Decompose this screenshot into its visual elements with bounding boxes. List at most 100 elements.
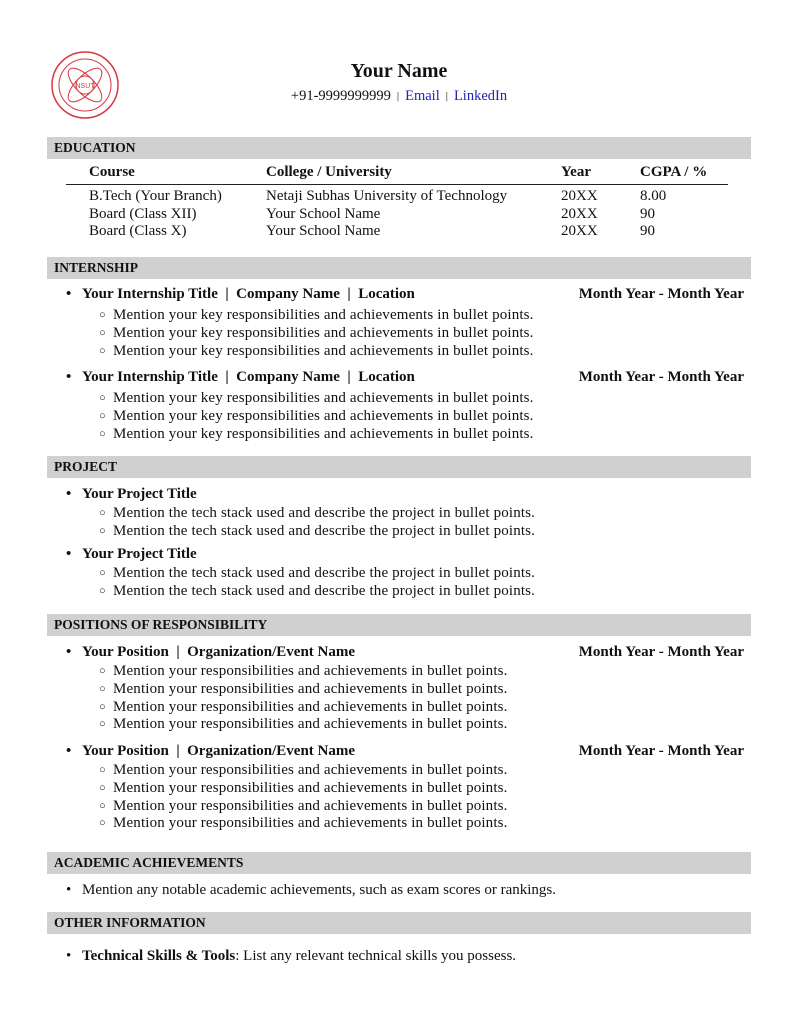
bullet-icon: • bbox=[66, 743, 72, 759]
entry-date: Month Year - Month Year bbox=[578, 286, 744, 302]
university-logo: NSUT bbox=[51, 51, 119, 119]
table-cell: 90 bbox=[640, 205, 655, 222]
circle-bullet-icon: ○ bbox=[99, 700, 106, 713]
entry-heading: • Your Position | Organization/Event Name… bbox=[0, 643, 794, 661]
table-row: B.Tech (Your Branch) Netaji Subhas Univer… bbox=[66, 188, 728, 206]
circle-bullet-icon: ○ bbox=[99, 584, 106, 597]
bullet-icon: • bbox=[66, 948, 72, 964]
bullet-text: Mention the tech stack used and describe… bbox=[113, 565, 536, 581]
list-item: ○ Mention your responsibilities and achie… bbox=[0, 798, 794, 816]
email-link[interactable]: Email bbox=[405, 88, 440, 104]
circle-bullet-icon: ○ bbox=[99, 507, 106, 519]
list-item: ○ Mention your key responsibilities and a… bbox=[0, 325, 794, 343]
column-header: Course bbox=[89, 164, 135, 180]
bullet-text: Mention the tech stack used and describe… bbox=[113, 582, 536, 599]
entry-heading: • Your Project Title bbox=[0, 545, 794, 563]
list-item: ○ Mention your responsibilities and achie… bbox=[0, 716, 794, 734]
entry: • Your Internship Title | Company Name | … bbox=[0, 285, 794, 360]
linkedin-link[interactable]: LinkedIn bbox=[453, 88, 508, 104]
separator: | bbox=[445, 90, 448, 102]
circle-bullet-icon: ○ bbox=[99, 392, 106, 404]
list-item: ○ Mention your responsibilities and achie… bbox=[0, 663, 794, 681]
table-cell: 90 bbox=[640, 223, 655, 240]
bullet-text: Mention your responsibilities and achiev… bbox=[113, 762, 508, 778]
list-item: ○ Mention your key responsibilities and a… bbox=[0, 426, 794, 444]
section-header-project: PROJECT bbox=[47, 456, 751, 478]
entry-title: Your Project Title bbox=[82, 486, 197, 502]
table-cell: Netaji Subhas University of Technology bbox=[266, 188, 508, 204]
entry: • Your Position | Organization/Event Name… bbox=[0, 643, 794, 734]
section-header-education: EDUCATION bbox=[47, 137, 751, 159]
circle-bullet-icon: ○ bbox=[99, 718, 106, 731]
svg-text:NSUT: NSUT bbox=[75, 83, 95, 90]
table-cell: Your School Name bbox=[266, 205, 381, 222]
list-item: ○ Mention your responsibilities and achie… bbox=[0, 815, 794, 833]
column-header: CGPA / % bbox=[640, 164, 708, 180]
list-item: ○ Mention the tech stack used and describ… bbox=[0, 565, 794, 583]
entry-title: Your Position | Organization/Event Name bbox=[82, 743, 356, 759]
circle-bullet-icon: ○ bbox=[99, 781, 106, 794]
list-item: ○ Mention your key responsibilities and a… bbox=[0, 343, 794, 361]
column-header: Year bbox=[561, 164, 591, 180]
section-header-academic: ACADEMIC ACHIEVEMENTS bbox=[47, 852, 751, 874]
list-item: ○ Mention the tech stack used and describ… bbox=[0, 583, 794, 601]
bullet-icon: • bbox=[66, 546, 72, 562]
circle-bullet-icon: ○ bbox=[99, 409, 106, 422]
circle-bullet-icon: ○ bbox=[99, 764, 106, 776]
entry-title: Your Internship Title | Company Name | L… bbox=[82, 286, 415, 302]
list-item: ○ Mention the tech stack used and describ… bbox=[0, 523, 794, 541]
table-cell: 8.00 bbox=[640, 188, 667, 204]
bullet-icon: • bbox=[66, 882, 72, 898]
table-cell: B.Tech (Your Branch) bbox=[89, 188, 222, 204]
circle-bullet-icon: ○ bbox=[99, 799, 106, 812]
bullet-text: Mention your key responsibilities and ac… bbox=[113, 407, 534, 424]
circle-bullet-icon: ○ bbox=[99, 817, 106, 830]
circle-bullet-icon: ○ bbox=[99, 524, 106, 537]
bullet-text: Mention your responsibilities and achiev… bbox=[113, 797, 508, 814]
bullet-text: Mention your key responsibilities and ac… bbox=[113, 324, 534, 341]
section-header-positions-of-responsibility: POSITIONS OF RESPONSIBILITY bbox=[47, 614, 751, 636]
circle-bullet-icon: ○ bbox=[99, 427, 106, 440]
column-header: College / University bbox=[266, 164, 392, 180]
bullet-text: Mention the tech stack used and describe… bbox=[113, 505, 536, 521]
entry-title: Your Project Title bbox=[82, 546, 197, 562]
table-cell: Your School Name bbox=[266, 223, 381, 240]
entry-date: Month Year - Month Year bbox=[578, 369, 744, 385]
list-item: ○ Mention your responsibilities and achie… bbox=[0, 762, 794, 780]
entry: • Your Internship Title | Company Name | … bbox=[0, 368, 794, 443]
bullet-icon: • bbox=[66, 644, 72, 660]
list-item: ○ Mention your key responsibilities and a… bbox=[0, 307, 794, 325]
candidate-name: Your Name bbox=[350, 60, 448, 82]
circle-bullet-icon: ○ bbox=[99, 665, 106, 677]
section-header-other: OTHER INFORMATION bbox=[47, 912, 751, 934]
list-item: ○ Mention the tech stack used and describ… bbox=[0, 505, 794, 523]
bullet-text: Mention your responsibilities and achiev… bbox=[113, 779, 508, 796]
table-cell: 20XX bbox=[561, 205, 598, 222]
skills-label: Technical Skills & Tools bbox=[82, 948, 236, 964]
entry-heading: • Your Internship Title | Company Name | … bbox=[0, 285, 794, 303]
entry: • Your Position | Organization/Event Name… bbox=[0, 742, 794, 833]
entry-title: Your Position | Organization/Event Name bbox=[82, 644, 356, 660]
list-item: ○ Mention your key responsibilities and a… bbox=[0, 408, 794, 426]
bullet-icon: • bbox=[66, 486, 72, 502]
skills-text: : List any relevant technical skills you… bbox=[235, 948, 517, 964]
entry-heading: • Your Project Title bbox=[0, 485, 794, 503]
bullet-icon: • bbox=[66, 369, 72, 385]
bullet-text: Mention the tech stack used and describe… bbox=[113, 522, 536, 539]
table-cell: 20XX bbox=[561, 223, 598, 240]
table-header: Course College / University Year CGPA / % bbox=[66, 164, 728, 185]
bullet-text: Mention your responsibilities and achiev… bbox=[113, 663, 508, 679]
entry-heading: • Your Internship Title | Company Name | … bbox=[0, 368, 794, 386]
phone-number: +91-9999999999 bbox=[290, 88, 391, 104]
table-cell: Board (Class X) bbox=[89, 223, 187, 240]
bullet-text: Mention your responsibilities and achiev… bbox=[113, 716, 508, 733]
circle-bullet-icon: ○ bbox=[99, 682, 106, 695]
bullet-text: Mention your key responsibilities and ac… bbox=[113, 425, 534, 442]
bullet-text: Mention your key responsibilities and ac… bbox=[113, 342, 534, 359]
bullet-text: Mention your responsibilities and achiev… bbox=[113, 815, 508, 832]
education-table: Course College / University Year CGPA / % B.… bbox=[66, 164, 728, 241]
list-item: ○ Mention your key responsibilities and a… bbox=[0, 390, 794, 408]
achievement-text: Mention any notable academic achievement… bbox=[82, 882, 557, 898]
circle-bullet-icon: ○ bbox=[99, 309, 106, 321]
